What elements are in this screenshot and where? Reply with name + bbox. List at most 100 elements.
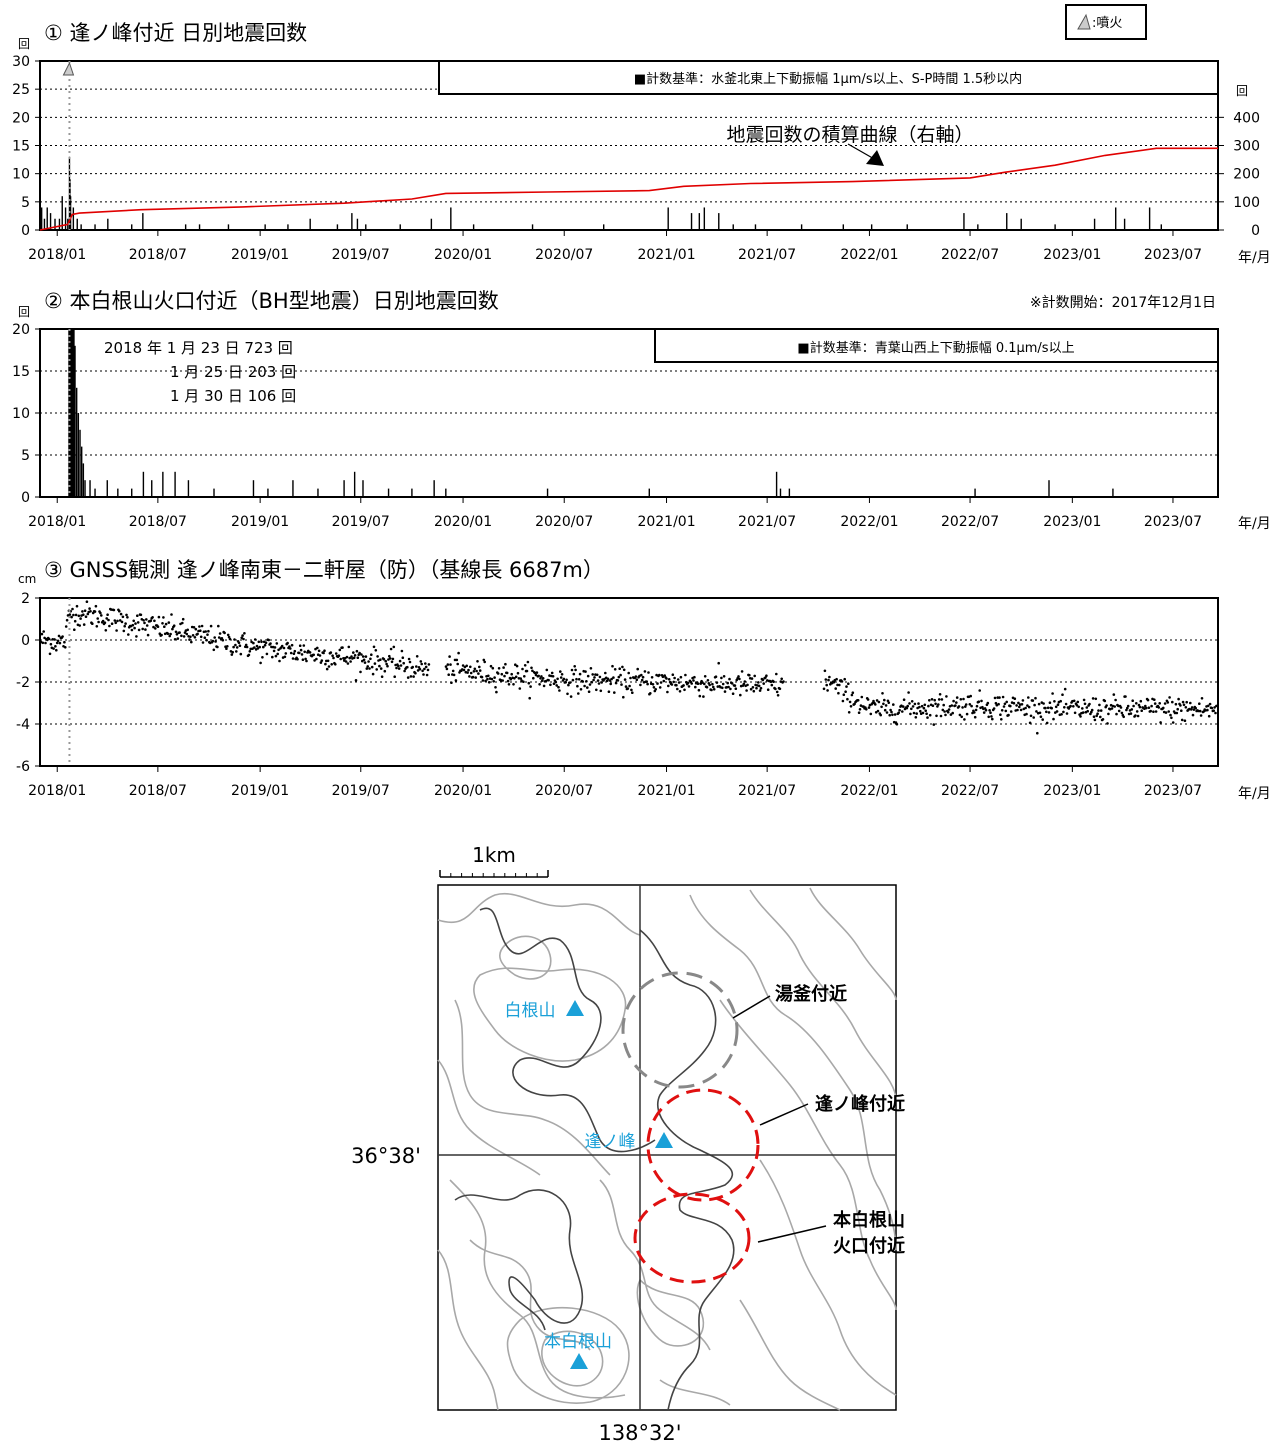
gnss-point bbox=[47, 637, 51, 641]
gnss-point bbox=[1082, 698, 1086, 702]
gnss-point bbox=[778, 687, 782, 691]
gnss-point bbox=[624, 685, 628, 688]
latitude-label: 36°38' bbox=[351, 1144, 421, 1168]
gnss-point bbox=[1024, 706, 1027, 710]
gnss-point bbox=[850, 693, 854, 697]
gnss-point bbox=[114, 621, 117, 625]
gnss-point bbox=[570, 668, 574, 672]
gnss-point bbox=[1126, 706, 1129, 710]
gnss-point bbox=[721, 686, 724, 690]
gnss-point bbox=[589, 667, 593, 670]
gnss-point bbox=[298, 644, 302, 647]
gnss-point bbox=[554, 680, 558, 684]
gnss-point bbox=[203, 636, 207, 639]
gnss-point bbox=[1153, 702, 1157, 705]
panel-2-y-ticks: 0 5 10 15 20 bbox=[12, 322, 40, 506]
daily-count-bar bbox=[252, 480, 255, 497]
gnss-point bbox=[264, 641, 268, 644]
gnss-point bbox=[932, 723, 936, 726]
gnss-point bbox=[162, 616, 165, 619]
gnss-point bbox=[1059, 699, 1062, 703]
gnss-point bbox=[108, 624, 111, 628]
x-tick-label: 2019/07 bbox=[332, 514, 390, 530]
gnss-point bbox=[675, 683, 678, 687]
gnss-point bbox=[196, 632, 199, 636]
gnss-point bbox=[658, 686, 662, 689]
panel-2-annotation-2: 1 月 25 日 203 回 bbox=[170, 363, 296, 381]
daily-count-bar bbox=[43, 218, 46, 230]
y-tick-label: 15 bbox=[12, 364, 30, 380]
contour-line bbox=[749, 889, 897, 1101]
gnss-point bbox=[360, 653, 363, 656]
gnss-point bbox=[180, 634, 183, 638]
gnss-point bbox=[567, 683, 570, 687]
gnss-point bbox=[1064, 702, 1068, 706]
panel-3-ylabel: cm bbox=[18, 572, 36, 586]
gnss-point bbox=[573, 665, 576, 668]
gnss-point bbox=[1162, 706, 1165, 710]
gnss-point bbox=[701, 681, 704, 684]
gnss-point bbox=[461, 664, 465, 667]
gnss-point bbox=[118, 609, 121, 613]
gnss-point bbox=[1144, 706, 1148, 710]
y-tick-label: 30 bbox=[12, 54, 30, 70]
contour-line bbox=[739, 1299, 841, 1411]
gnss-point bbox=[96, 617, 99, 620]
gnss-point bbox=[94, 604, 98, 608]
gnss-point bbox=[193, 636, 197, 639]
gnss-point bbox=[710, 688, 713, 692]
gnss-point bbox=[217, 636, 221, 639]
gnss-point bbox=[874, 711, 878, 714]
gnss-point bbox=[371, 672, 375, 676]
gnss-point bbox=[1136, 714, 1140, 718]
gnss-point bbox=[379, 658, 382, 661]
gnss-point bbox=[879, 713, 882, 717]
gnss-point bbox=[1005, 700, 1008, 704]
gnss-point bbox=[547, 678, 550, 682]
panel-1-title: ① 逢ノ峰付近 日別地震回数 bbox=[44, 21, 307, 45]
gnss-point bbox=[260, 640, 263, 644]
gnss-point bbox=[1096, 712, 1099, 715]
gnss-point bbox=[353, 654, 357, 657]
gnss-point bbox=[478, 665, 481, 669]
gnss-point bbox=[559, 676, 563, 679]
gnss-point bbox=[221, 638, 225, 642]
gnss-point bbox=[998, 696, 1001, 699]
gnss-point bbox=[64, 625, 68, 628]
daily-count-bar bbox=[336, 224, 339, 230]
gnss-point bbox=[85, 600, 89, 603]
gnss-point bbox=[906, 704, 909, 708]
gnss-point bbox=[652, 686, 656, 689]
gnss-point bbox=[636, 667, 639, 671]
gnss-point bbox=[330, 663, 334, 666]
gnss-point bbox=[651, 683, 655, 686]
contour-line bbox=[541, 1330, 604, 1387]
gnss-point bbox=[89, 610, 92, 613]
gnss-point bbox=[884, 704, 888, 707]
gnss-point bbox=[483, 660, 487, 664]
gnss-point bbox=[617, 675, 621, 679]
x-tick-label: 2019/01 bbox=[231, 247, 289, 263]
daily-count-bar bbox=[775, 471, 778, 497]
daily-count-bar bbox=[1115, 207, 1117, 230]
gnss-point bbox=[48, 652, 52, 656]
gnss-point bbox=[300, 653, 304, 656]
gnss-point bbox=[120, 620, 124, 624]
gnss-point bbox=[690, 682, 693, 685]
daily-count-bar bbox=[343, 480, 345, 497]
daily-count-bar bbox=[1160, 224, 1162, 230]
gnss-point bbox=[213, 636, 216, 639]
label-motoshirane-2: 火口付近 bbox=[833, 1235, 905, 1257]
gnss-point bbox=[745, 689, 748, 692]
gnss-point bbox=[677, 681, 681, 684]
eruption-icon bbox=[1077, 13, 1091, 30]
contour-line bbox=[689, 894, 897, 1251]
gnss-point bbox=[65, 618, 69, 622]
gnss-point bbox=[604, 671, 607, 675]
gnss-point bbox=[1056, 703, 1060, 706]
panel-3-title: ③ GNSS観測 逢ノ峰南東－二軒屋（防）（基線長 6687m） bbox=[44, 558, 604, 582]
gnss-point bbox=[840, 680, 844, 683]
gnss-point bbox=[382, 657, 386, 661]
gnss-point bbox=[902, 698, 906, 701]
